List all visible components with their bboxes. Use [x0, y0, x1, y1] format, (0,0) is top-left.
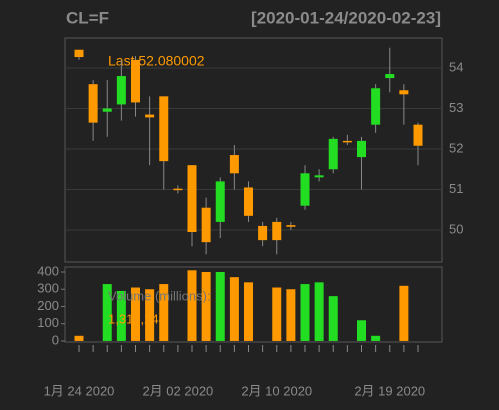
candle-body — [272, 221, 282, 241]
candle-body — [102, 108, 112, 112]
y-tick-label: 50 — [449, 221, 463, 236]
volume-value: 1,319,248 — [108, 311, 166, 326]
volume-bar — [399, 285, 409, 341]
chart-title: CL=F — [66, 8, 109, 27]
volume-bar — [159, 284, 169, 341]
chart-subtitle: [2020-01-24/2020-02-23] — [251, 8, 441, 27]
volume-bar — [357, 320, 366, 341]
volume-bar — [272, 287, 282, 341]
candle-body — [244, 187, 253, 216]
candle-body — [357, 140, 366, 158]
y-tick-label: 52 — [449, 140, 463, 155]
volume-bar — [131, 287, 140, 341]
candle-body — [314, 175, 324, 178]
candle-body — [88, 84, 98, 123]
volume-tick-label: 0 — [52, 332, 59, 347]
x-tick-label: 2月 10 2020 — [241, 383, 312, 398]
candle-body — [229, 155, 239, 174]
price-panel — [64, 37, 443, 263]
volume-bar — [187, 270, 197, 341]
candle-body — [187, 165, 197, 233]
candle-body — [258, 225, 268, 241]
volume-label: Volume (millions): — [108, 288, 211, 303]
last-annotation: Last 52.080002 — [108, 53, 205, 69]
candle-body — [116, 76, 126, 105]
volume-bar — [244, 282, 253, 341]
y-tick-label: 54 — [449, 59, 463, 74]
candle-body — [145, 114, 155, 118]
volume-tick-label: 100 — [37, 315, 59, 330]
candle-body — [74, 49, 84, 58]
candle-body — [286, 225, 296, 227]
volume-tick-label: 200 — [37, 298, 59, 313]
x-tick-label: 1月 24 2020 — [44, 383, 115, 398]
volume-bar — [371, 335, 381, 341]
volume-tick-label: 400 — [37, 263, 59, 278]
candle-body — [399, 90, 409, 95]
candle-body — [131, 59, 140, 103]
volume-bar — [201, 272, 211, 341]
candle-body — [371, 88, 381, 125]
volume-bar — [314, 282, 324, 341]
candle-body — [173, 188, 183, 191]
volume-bar — [215, 272, 225, 341]
candle-body — [300, 173, 310, 206]
volume-bar — [102, 284, 112, 341]
volume-bar — [145, 289, 155, 341]
y-tick-label: 53 — [449, 100, 463, 115]
volume-bar — [74, 335, 84, 341]
candle-body — [159, 96, 169, 162]
volume-panel — [64, 266, 443, 343]
volume-bar — [300, 284, 310, 341]
x-tick-label: 2月 02 2020 — [142, 383, 213, 398]
volume-bar — [328, 296, 338, 341]
x-tick-label: 2月 19 2020 — [354, 383, 425, 398]
candle-body — [342, 140, 352, 143]
candle-body — [215, 181, 225, 222]
candle-body — [201, 207, 211, 243]
candle-body — [328, 138, 338, 170]
volume-tick-label: 300 — [37, 281, 59, 296]
candle-body — [413, 124, 423, 146]
volume-bar — [286, 289, 296, 341]
candle-body — [385, 74, 395, 79]
y-tick-label: 51 — [449, 181, 463, 196]
volume-bar — [116, 290, 126, 341]
volume-bar — [229, 277, 239, 341]
